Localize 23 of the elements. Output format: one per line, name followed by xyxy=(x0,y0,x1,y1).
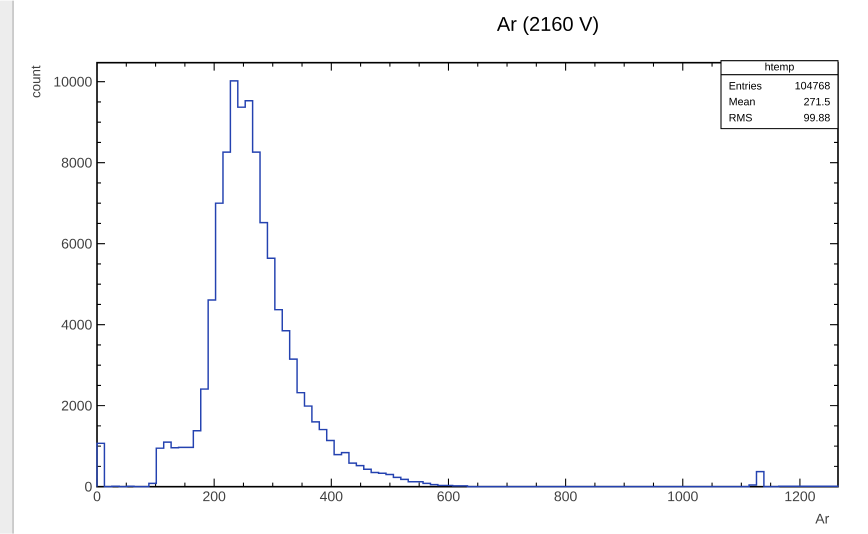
y-tick-label: 2000 xyxy=(62,400,92,410)
y-tick-label: 10000 xyxy=(54,76,92,86)
x-tick-label: 200 xyxy=(203,491,226,502)
x-tick-label: 800 xyxy=(554,491,577,502)
annotation: Entries xyxy=(730,82,762,90)
x-tick-label: 1000 xyxy=(668,491,698,502)
annotation: 99.88 xyxy=(804,114,830,122)
chart-title: Ar (2160 V) xyxy=(496,16,598,35)
x-tick-label: 400 xyxy=(320,491,342,502)
annotation: Mean xyxy=(730,98,755,106)
annotation: htemp xyxy=(765,62,794,72)
y-axis-title: count xyxy=(32,65,40,98)
y-tick-label: 4000 xyxy=(61,320,92,330)
y-tick-label: 8000 xyxy=(62,158,92,168)
annotation: RMS xyxy=(730,114,752,122)
annotation: 271.5 xyxy=(804,98,830,106)
x-tick-label: 600 xyxy=(437,491,460,502)
x-axis-title: Ar xyxy=(815,514,830,524)
annotation: 104768 xyxy=(796,82,830,90)
x-tick-label: 1200 xyxy=(785,491,815,502)
y-tick-label: 6000 xyxy=(62,238,92,248)
y-tick-label: 0 xyxy=(85,482,92,492)
x-tick-label: 0 xyxy=(94,491,100,502)
